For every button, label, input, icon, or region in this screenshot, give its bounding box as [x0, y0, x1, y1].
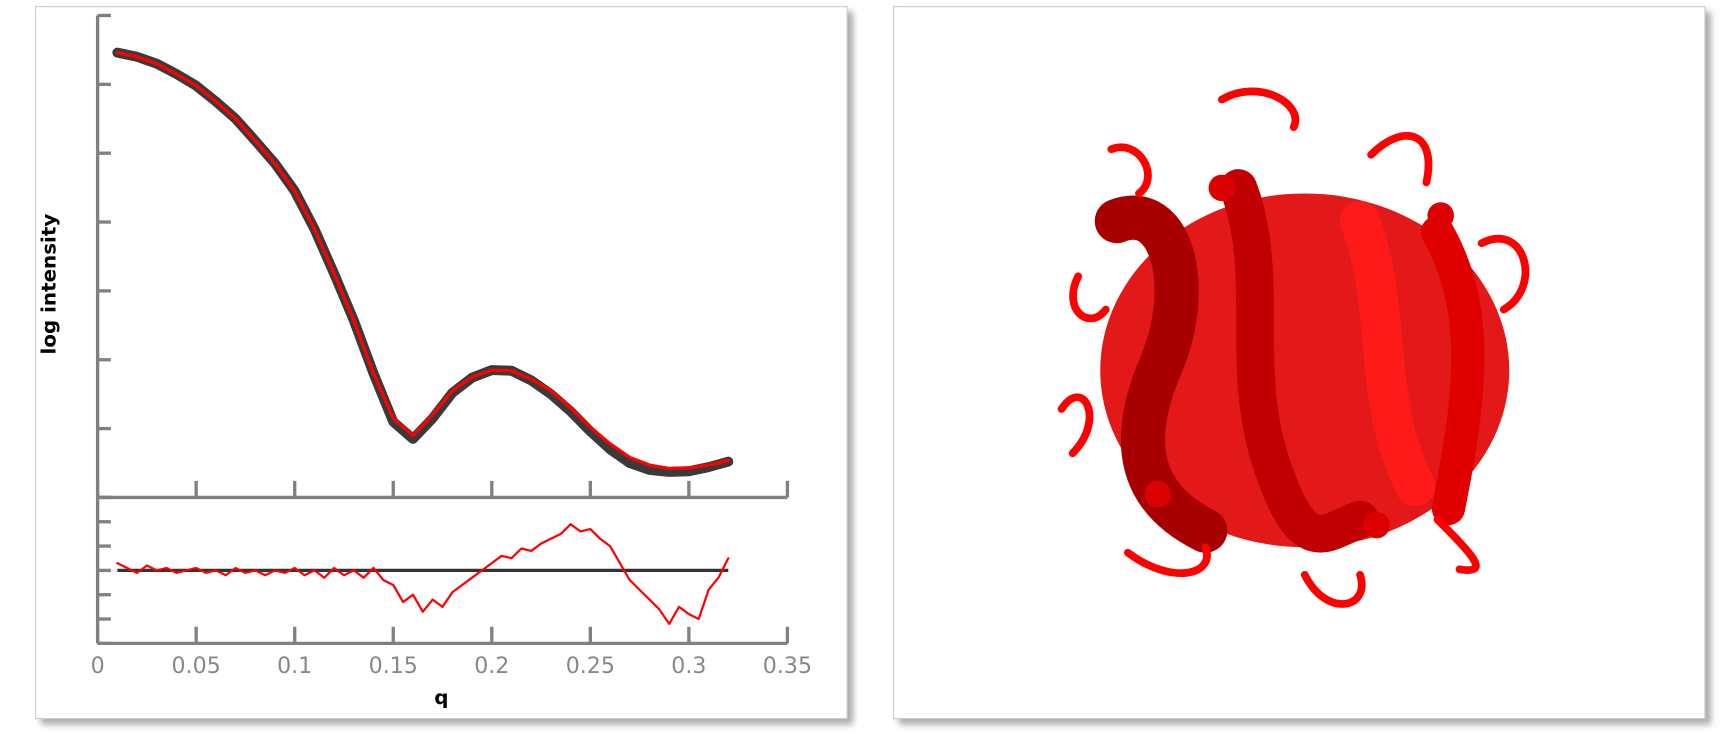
atom [1208, 174, 1236, 202]
series-line [116, 523, 730, 626]
ribbon [1340, 201, 1436, 507]
protein-structure [1057, 87, 1530, 608]
series-line [115, 50, 730, 471]
x-tick-label: 0.35 [763, 653, 812, 679]
x-tick-label: 0.1 [277, 653, 312, 679]
atom [1427, 202, 1454, 229]
y-axis-label: log intensity [38, 214, 61, 355]
atom [1363, 511, 1390, 539]
x-tick-label: 0.3 [671, 653, 706, 679]
x-tick-label: 0.2 [474, 653, 509, 679]
x-tick-label: 0.05 [172, 653, 221, 679]
x-axis-label: q [434, 686, 448, 709]
plot-panel [35, 6, 848, 720]
ribbon [1219, 169, 1379, 553]
plot: 0 0.05 0.1 0.15 0.2 0.25 0.3 0.35 q [91, 495, 812, 709]
x-tick-label: 0.15 [369, 653, 418, 679]
ribbon [1420, 215, 1485, 526]
loop [1057, 87, 1530, 608]
x-tick-label: 0.25 [566, 653, 615, 679]
x-tick-label: 0 [91, 653, 105, 679]
atom [1144, 480, 1171, 508]
plot: log intensity [38, 13, 790, 500]
